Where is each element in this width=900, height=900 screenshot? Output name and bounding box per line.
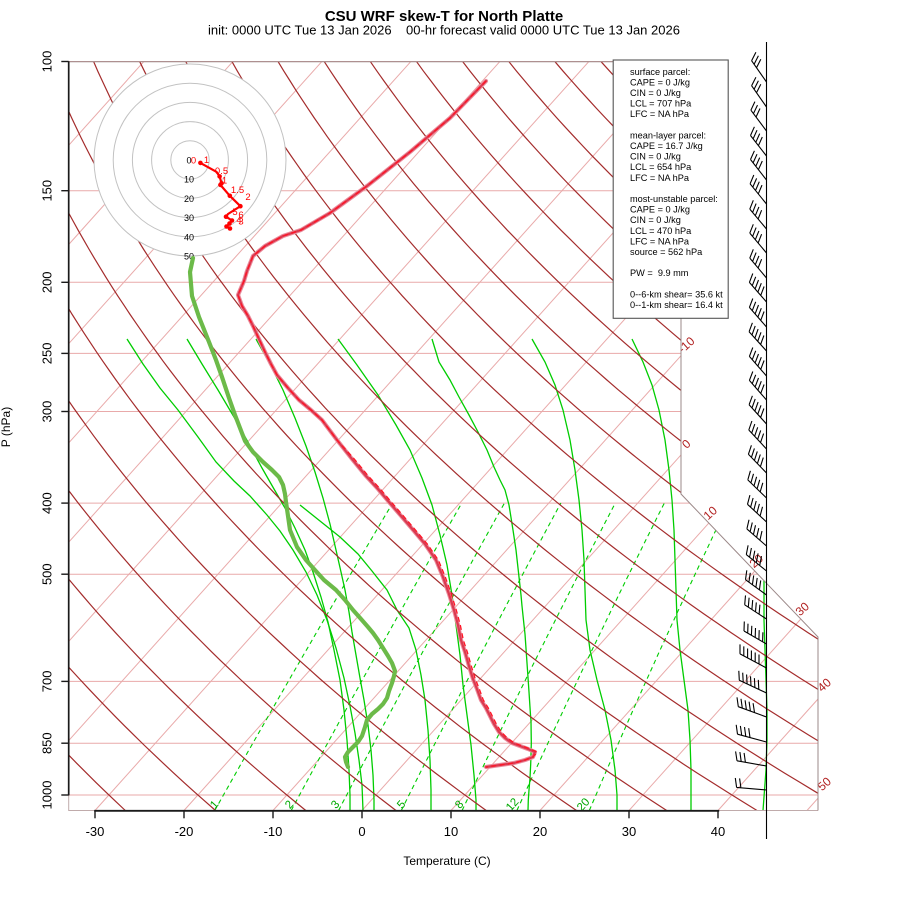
svg-text:100: 100 bbox=[39, 51, 54, 73]
svg-text:PW = 9.9 mm: PW = 9.9 mm bbox=[630, 268, 689, 278]
svg-text:-30: -30 bbox=[86, 824, 105, 839]
svg-text:CIN = 0 J/kg: CIN = 0 J/kg bbox=[630, 215, 681, 225]
svg-text:Temperature (C): Temperature (C) bbox=[403, 854, 490, 868]
svg-text:source = 562 hPa: source = 562 hPa bbox=[630, 247, 703, 257]
svg-text:150: 150 bbox=[39, 180, 54, 202]
svg-text:surface parcel:: surface parcel: bbox=[630, 67, 690, 77]
svg-text:CAPE = 0 J/kg: CAPE = 0 J/kg bbox=[630, 205, 690, 215]
svg-text:20: 20 bbox=[184, 194, 194, 204]
svg-text:-10: -10 bbox=[264, 824, 283, 839]
svg-text:1: 1 bbox=[204, 155, 209, 166]
svg-text:4: 4 bbox=[236, 215, 241, 226]
svg-text:LCL = 707 hPa: LCL = 707 hPa bbox=[630, 99, 692, 109]
svg-text:2: 2 bbox=[245, 192, 250, 203]
svg-text:LFC = NA hPa: LFC = NA hPa bbox=[630, 236, 690, 246]
svg-text:0.5: 0.5 bbox=[215, 166, 228, 177]
svg-text:init: 0000 UTC Tue 13 Jan 2026: init: 0000 UTC Tue 13 Jan 2026 00-hr for… bbox=[208, 23, 680, 38]
svg-text:0: 0 bbox=[186, 156, 191, 166]
svg-text:400: 400 bbox=[39, 492, 54, 514]
svg-text:1000: 1000 bbox=[39, 781, 54, 810]
svg-text:CIN = 0 J/kg: CIN = 0 J/kg bbox=[630, 152, 681, 162]
svg-text:CAPE = 0 J/kg: CAPE = 0 J/kg bbox=[630, 77, 690, 87]
svg-text:5: 5 bbox=[232, 207, 237, 218]
svg-text:1: 1 bbox=[222, 176, 227, 187]
svg-text:250: 250 bbox=[39, 343, 54, 365]
svg-text:3: 3 bbox=[238, 217, 243, 228]
svg-text:10: 10 bbox=[444, 824, 458, 839]
svg-text:200: 200 bbox=[39, 271, 54, 293]
svg-text:10: 10 bbox=[184, 175, 194, 185]
svg-text:40: 40 bbox=[184, 232, 194, 242]
svg-text:30: 30 bbox=[184, 213, 194, 223]
svg-text:P (hPa): P (hPa) bbox=[0, 407, 13, 447]
svg-text:CIN = 0 J/kg: CIN = 0 J/kg bbox=[630, 88, 681, 98]
svg-text:700: 700 bbox=[39, 671, 54, 693]
svg-text:50: 50 bbox=[184, 252, 194, 262]
svg-text:0--1-km shear= 16.4 kt: 0--1-km shear= 16.4 kt bbox=[630, 300, 723, 310]
svg-text:30: 30 bbox=[622, 824, 636, 839]
svg-text:0--6-km shear= 35.6 kt: 0--6-km shear= 35.6 kt bbox=[630, 289, 723, 299]
svg-text:20: 20 bbox=[533, 824, 547, 839]
svg-text:1.5: 1.5 bbox=[231, 185, 244, 196]
svg-text:LCL = 470 hPa: LCL = 470 hPa bbox=[630, 226, 692, 236]
svg-text:CAPE = 16.7 J/kg: CAPE = 16.7 J/kg bbox=[630, 141, 703, 151]
svg-text:LCL = 654 hPa: LCL = 654 hPa bbox=[630, 162, 692, 172]
svg-text:LFC = NA hPa: LFC = NA hPa bbox=[630, 173, 690, 183]
svg-text:CSU WRF skew-T for North Platt: CSU WRF skew-T for North Platte bbox=[325, 8, 563, 25]
svg-text:850: 850 bbox=[39, 732, 54, 754]
svg-text:-20: -20 bbox=[175, 824, 194, 839]
svg-text:most-unstable parcel:: most-unstable parcel: bbox=[630, 194, 718, 204]
svg-text:mean-layer parcel:: mean-layer parcel: bbox=[630, 130, 706, 140]
svg-text:40: 40 bbox=[711, 824, 725, 839]
svg-text:0: 0 bbox=[191, 156, 196, 167]
svg-text:6: 6 bbox=[238, 210, 243, 221]
svg-text:500: 500 bbox=[39, 563, 54, 585]
svg-text:300: 300 bbox=[39, 401, 54, 423]
svg-text:0: 0 bbox=[358, 824, 365, 839]
svg-text:LFC = NA hPa: LFC = NA hPa bbox=[630, 109, 690, 119]
